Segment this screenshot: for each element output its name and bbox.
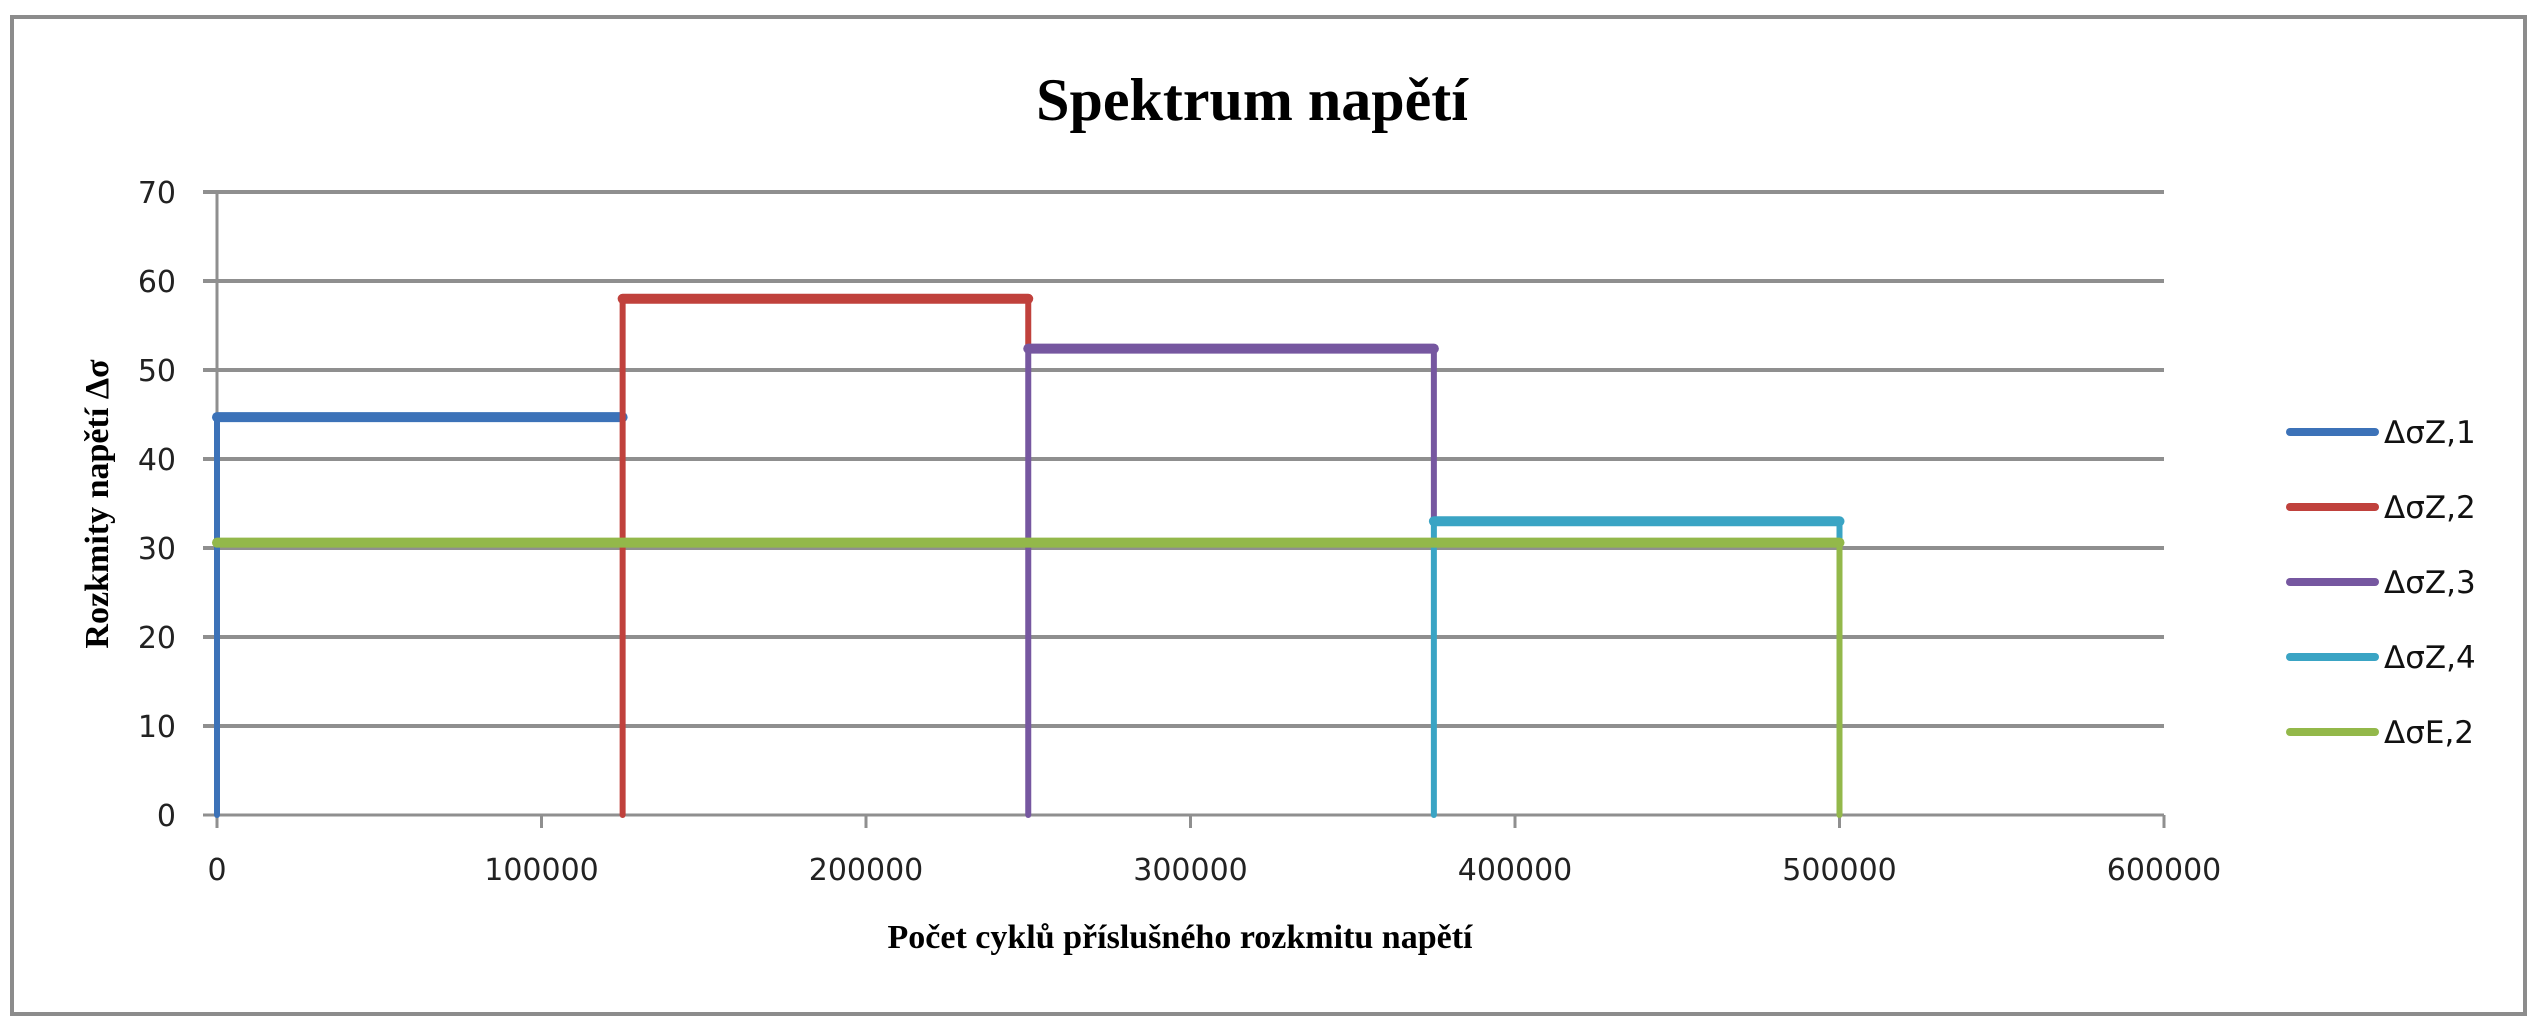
y-tick-label: 30: [138, 532, 176, 567]
gridlines: [203, 190, 2164, 728]
x-tick-label: 0: [207, 853, 226, 888]
y-axis-title: Rozkmity napětí Δσ: [79, 359, 116, 649]
x-tick-labels: 0 100000 200000 300000 400000 500000 600000: [207, 853, 2221, 888]
y-tick-label: 40: [138, 443, 176, 478]
axes: [203, 192, 2166, 828]
x-tick-label: 600000: [2107, 853, 2222, 888]
legend-label: ΔσZ,2: [2384, 490, 2476, 526]
y-tick-label: 0: [157, 799, 176, 834]
y-tick-label: 50: [138, 354, 176, 389]
x-tick-label: 300000: [1133, 853, 1248, 888]
legend-item: ΔσZ,1: [2286, 415, 2476, 451]
y-tick-label: 20: [138, 621, 176, 656]
legend-item: ΔσZ,4: [2286, 640, 2476, 676]
chart-title: Spektrum napětí: [1036, 67, 1469, 133]
series-lines: [212, 293, 1845, 818]
x-axis-title: Počet cyklů příslušného rozkmitu napětí: [888, 919, 1474, 956]
legend-label: ΔσE,2: [2384, 715, 2474, 751]
legend-item: ΔσE,2: [2286, 715, 2474, 751]
legend-item: ΔσZ,2: [2286, 490, 2476, 526]
legend-label: ΔσZ,1: [2384, 415, 2476, 451]
legend: ΔσZ,1 ΔσZ,2 ΔσZ,3 ΔσZ,4 ΔσE,2: [2286, 415, 2476, 751]
y-tick-label: 70: [138, 176, 176, 211]
legend-label: ΔσZ,3: [2384, 565, 2476, 601]
y-tick-label: 60: [138, 265, 176, 300]
x-tick-label: 200000: [809, 853, 924, 888]
y-tick-label: 10: [138, 710, 176, 745]
x-tick-label: 500000: [1782, 853, 1897, 888]
legend-label: ΔσZ,4: [2384, 640, 2476, 676]
x-tick-label: 100000: [484, 853, 599, 888]
chart-frame: [10, 15, 2527, 1016]
y-tick-labels: 0 10 20 30 40 50 60 70: [138, 176, 176, 834]
x-tick-label: 400000: [1458, 853, 1573, 888]
legend-item: ΔσZ,3: [2286, 565, 2476, 601]
